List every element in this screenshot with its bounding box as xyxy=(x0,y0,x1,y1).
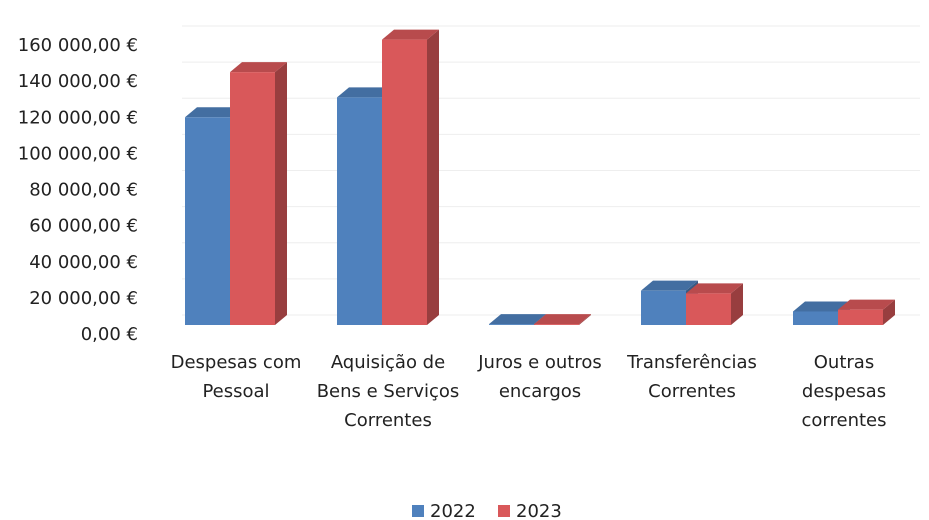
bar-top xyxy=(793,301,850,312)
x-tick-label: Transferências Correntes xyxy=(627,352,757,402)
bar xyxy=(337,97,382,325)
bar xyxy=(489,324,534,325)
x-tick-label: Juros e outros encargos xyxy=(478,352,602,402)
y-tick-label: 100 000,00 € xyxy=(18,143,138,164)
y-tick-label: 0,00 € xyxy=(81,324,138,345)
bar xyxy=(382,39,427,326)
y-tick-label: 40 000,00 € xyxy=(29,252,138,273)
bar xyxy=(185,117,230,325)
y-tick-label: 20 000,00 € xyxy=(29,288,138,309)
bar-top xyxy=(230,62,287,73)
bar-top xyxy=(641,280,698,291)
bar-side xyxy=(427,29,439,326)
x-tick-label: Outras despesas correntes xyxy=(801,352,887,431)
y-tick-label: 120 000,00 € xyxy=(18,107,138,128)
legend-label: 2023 xyxy=(516,501,562,520)
bar xyxy=(230,72,275,325)
y-tick-label: 140 000,00 € xyxy=(18,71,138,92)
y-tick-label: 80 000,00 € xyxy=(29,180,138,201)
bar-top xyxy=(337,87,394,98)
x-tick-label: Despesas com Pessoal xyxy=(170,352,302,402)
bar-top xyxy=(185,107,242,118)
bar xyxy=(838,309,883,325)
legend-swatch xyxy=(412,505,424,517)
bar xyxy=(793,311,838,325)
bar-top xyxy=(534,314,591,325)
bar xyxy=(641,290,686,325)
bar xyxy=(534,324,579,325)
legend-label: 2022 xyxy=(430,501,476,520)
legend-swatch xyxy=(498,505,510,517)
bar-top xyxy=(686,283,743,294)
bar xyxy=(686,293,731,325)
x-tick-label: Aquisição de Bens e Serviços Correntes xyxy=(316,352,460,431)
y-tick-label: 160 000,00 € xyxy=(18,35,138,56)
y-tick-label: 60 000,00 € xyxy=(29,216,138,237)
bar-top xyxy=(838,299,895,310)
bar-side xyxy=(579,314,591,325)
bar-side xyxy=(731,283,743,325)
bar-top xyxy=(382,29,439,40)
bar-side xyxy=(275,62,287,325)
bar-top xyxy=(489,314,546,325)
bar-side xyxy=(883,299,895,325)
